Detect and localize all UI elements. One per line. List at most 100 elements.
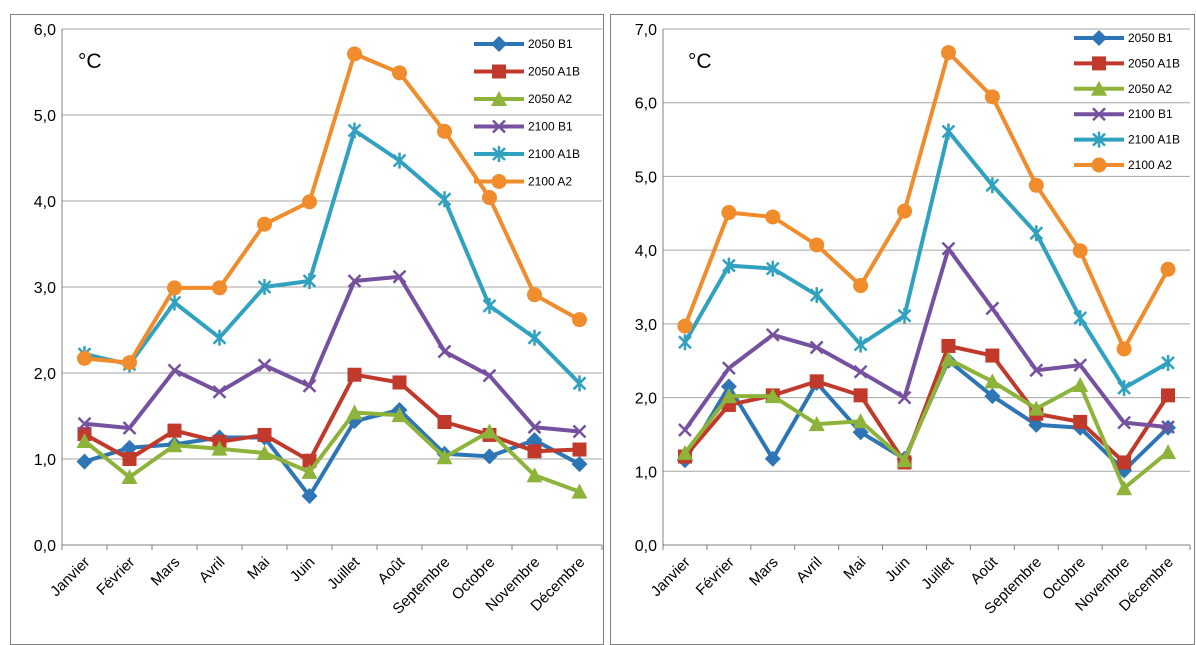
chart-right-series-3 [678,241,1175,437]
chart-left-data-point [256,444,273,460]
chart-left-series [76,46,588,504]
chart-right-series-line [683,357,1170,491]
chart-left-legend-marker [491,36,507,52]
chart-right-series-line [683,246,1169,432]
chart-right-data-point [853,278,869,294]
chart-right-data-point [940,45,956,61]
chart-right-legend-marker [1091,80,1107,96]
chart-right-data-point [853,336,868,353]
chart-left-data-point [527,420,542,435]
chart-left-data-point [392,152,407,169]
chart-left-legend-marker [491,91,507,106]
chart-left-series-3 [77,269,587,439]
chart-right-data-point [896,452,913,468]
chart-right-data-point [1028,400,1045,416]
chart-left-data-point [572,312,587,328]
chart-right-legend-label: 2100 A1B [1128,133,1180,147]
chart-right-legend-item: 2100 A1B [1074,131,1180,148]
chart-left-series-line [84,274,580,434]
chart-right-data-point [676,444,693,460]
chart-right-data-point [1117,379,1132,396]
chart-left-data-point [571,456,588,473]
chart-left-legend-label: 2100 B1 [528,120,573,134]
chart-left-y-tick-label: 4,0 [34,194,56,211]
chart-left-data-point [167,294,182,311]
chart-right-data-point [1072,243,1088,259]
chart-right-data-point [940,351,957,367]
chart-left-data-point [527,444,542,459]
chart-left-data-point [526,432,543,449]
chart-left-data-point [122,452,137,466]
chart-right-legend-item: 2100 B1 [1074,107,1173,121]
chart-left-data-point [121,469,138,485]
chart-left-data-point [77,350,92,366]
chart-right-unit-label: °C [688,50,712,73]
chart-left-data-point [392,65,407,81]
chart-left-data-point [437,344,452,359]
chart-left-data-point [301,463,318,479]
chart-left-data-point [302,194,317,210]
chart-left-data-point [212,280,227,296]
chart-right-data-point [1117,455,1132,470]
chart-left-y-tick-label: 6,0 [34,22,56,39]
chart-left-data-point [526,467,543,483]
chart-right-data-point [984,388,1001,405]
chart-right-data-point [1161,388,1176,403]
chart-left-data-point [481,423,498,439]
chart-left-data-point [391,407,408,423]
chart-right-legend-label: 2100 A2 [1128,158,1172,172]
chart-left-data-point [437,191,452,208]
chart-right-data-point [1029,225,1044,242]
chart-left-series-line [83,410,581,494]
chart-left-data-point [302,272,317,289]
chart-right-data-point [721,205,737,221]
chart-left-data-point [527,329,542,346]
chart-left-data-point [347,367,362,382]
chart-right-data-point [1160,444,1177,460]
chart-left-data-point [167,280,182,296]
chart-left-data-point [347,122,362,139]
chart-right-data-point [678,334,692,351]
chart-left-data-point [122,421,137,435]
chart-left-data-point [482,190,497,206]
chart-right-y-tick-label: 7,0 [635,22,657,39]
chart-left-legend-marker [492,64,506,79]
chart-left-data-point [302,379,317,393]
chart-right-data-point [765,260,780,277]
chart-right-data-point [677,318,693,334]
chart-right-data-point [897,203,913,219]
chart-right-y-tick-label: 4,0 [635,243,657,260]
chart-left-data-point [436,449,453,465]
chart-left-series-line [84,51,581,365]
chart-left-series-line [84,128,581,385]
chart-left-grid [62,28,602,460]
chart-left-legend-item: 2100 A1B [474,146,580,162]
chart-left-y-tick-label: 1,0 [34,452,56,469]
chart-left-data-point [77,416,92,431]
chart-right-data-point [809,287,824,304]
chart-right-data-point [809,237,825,253]
chart-left-data-point [301,487,318,504]
chart-right-y-axis: 0,0 1,0 2,0 3,0 4,0 5,0 6,0 7,0 [635,22,664,555]
chart-right-legend-label: 2100 B1 [1128,107,1173,121]
chart-left-data-point [257,358,272,373]
chart-left-legend-item: 2100 B1 [474,120,573,134]
chart-left-data-point [571,483,588,499]
chart-right-y-tick-label: 5,0 [635,169,657,186]
chart-right-data-point [808,416,825,432]
chart-right-data-point [765,328,780,342]
chart-left-data-point [121,439,138,456]
chart-right-data-point [809,340,824,355]
chart-right-frame [610,14,1195,645]
chart-right-data-point [1073,414,1088,429]
chart-right-legend-marker [1091,157,1107,173]
chart-right-data-point [985,348,1000,363]
chart-right-data-point [809,374,824,389]
chart-right-data-point [1073,309,1088,326]
chart-right-data-point [678,423,692,437]
chart-right-data-point [720,388,737,404]
chart-right-data-point [1160,261,1176,277]
chart-right-data-point [941,338,956,353]
chart-left-data-point [257,279,272,295]
